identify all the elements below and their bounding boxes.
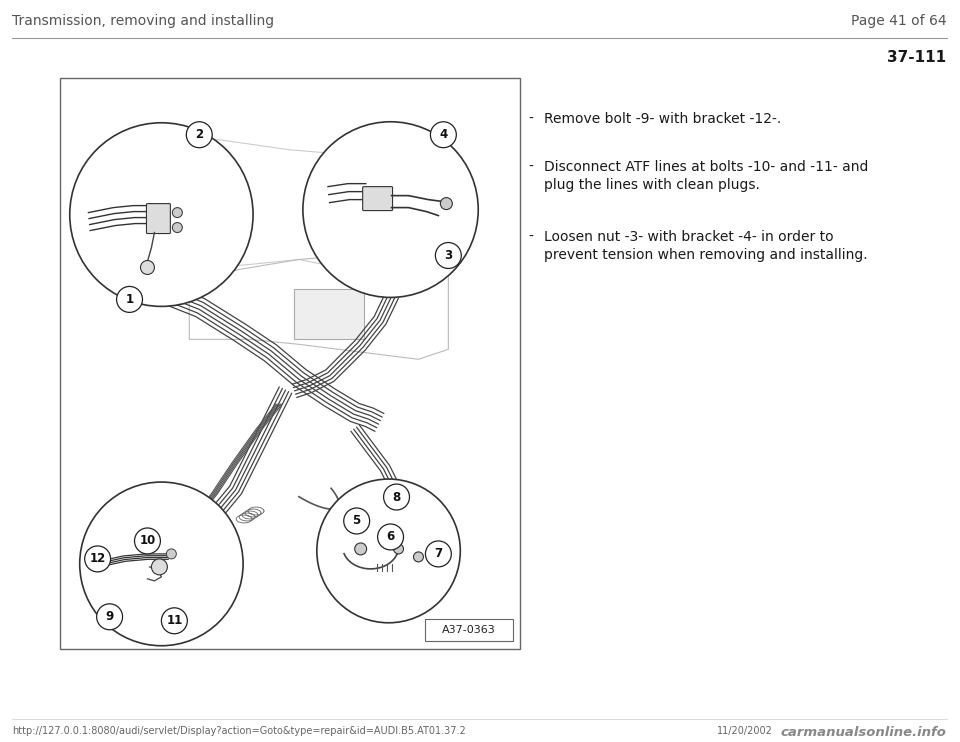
Circle shape	[384, 484, 410, 510]
Circle shape	[430, 122, 456, 148]
Circle shape	[134, 528, 160, 554]
Circle shape	[152, 559, 167, 575]
Circle shape	[344, 508, 370, 534]
Text: 2: 2	[195, 128, 204, 141]
Text: http://127.0.0.1:8080/audi/servlet/Display?action=Goto&type=repair&id=AUDI.B5.AT: http://127.0.0.1:8080/audi/servlet/Displ…	[12, 726, 466, 735]
Text: 37-111: 37-111	[887, 50, 947, 65]
Text: 3: 3	[444, 249, 452, 262]
Circle shape	[116, 286, 142, 312]
Circle shape	[70, 122, 253, 306]
Circle shape	[425, 541, 451, 567]
Text: Page 41 of 64: Page 41 of 64	[851, 14, 947, 28]
Text: 5: 5	[352, 514, 361, 528]
Circle shape	[173, 208, 182, 217]
Circle shape	[441, 197, 452, 209]
FancyBboxPatch shape	[363, 187, 393, 211]
Circle shape	[303, 122, 478, 298]
Text: -: -	[528, 229, 533, 243]
Text: Loosen nut -3- with bracket -4- in order to
prevent tension when removing and in: Loosen nut -3- with bracket -4- in order…	[544, 229, 868, 262]
Text: 11/20/2002: 11/20/2002	[717, 726, 773, 735]
Text: Remove bolt -9- with bracket -12-.: Remove bolt -9- with bracket -12-.	[544, 112, 781, 126]
Circle shape	[97, 604, 123, 630]
Circle shape	[436, 243, 462, 269]
Circle shape	[166, 549, 177, 559]
Text: A37-0363: A37-0363	[443, 625, 496, 634]
Text: 8: 8	[393, 490, 400, 504]
Text: Transmission, removing and installing: Transmission, removing and installing	[12, 14, 275, 28]
FancyBboxPatch shape	[60, 78, 520, 649]
Circle shape	[161, 608, 187, 634]
Text: 1: 1	[126, 293, 133, 306]
Text: -: -	[528, 112, 533, 126]
Text: Disconnect ATF lines at bolts -10- and -11- and
plug the lines with clean plugs.: Disconnect ATF lines at bolts -10- and -…	[544, 160, 869, 192]
Circle shape	[394, 544, 403, 554]
Text: carmanualsonline.info: carmanualsonline.info	[780, 726, 947, 738]
Text: 10: 10	[139, 534, 156, 548]
Text: 11: 11	[166, 614, 182, 627]
Circle shape	[84, 546, 110, 572]
Text: 12: 12	[89, 552, 106, 565]
Circle shape	[377, 524, 403, 550]
FancyBboxPatch shape	[147, 203, 170, 234]
Circle shape	[173, 223, 182, 232]
Text: 7: 7	[434, 548, 443, 560]
Circle shape	[354, 543, 367, 555]
Circle shape	[140, 260, 155, 275]
FancyBboxPatch shape	[425, 619, 513, 641]
Circle shape	[414, 552, 423, 562]
Text: 9: 9	[106, 610, 113, 623]
Circle shape	[80, 482, 243, 646]
Text: -: -	[528, 160, 533, 174]
Text: 4: 4	[440, 128, 447, 141]
Text: 6: 6	[387, 531, 395, 543]
Circle shape	[186, 122, 212, 148]
Circle shape	[317, 479, 460, 623]
FancyBboxPatch shape	[294, 289, 364, 339]
